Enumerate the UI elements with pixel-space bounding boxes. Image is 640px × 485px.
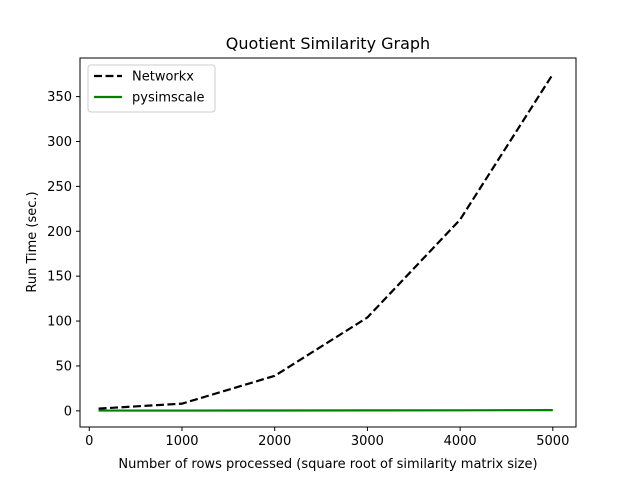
y-tick-label: 250 xyxy=(47,180,72,195)
axis-ticks: 0 1000 2000 3000 4000 5000 0 50 100 150 200 250 300 3… xyxy=(47,90,569,449)
axes-frame xyxy=(80,58,576,427)
y-tick-label: 100 xyxy=(47,315,72,330)
x-axis-label: Number of rows processed (square root of… xyxy=(118,457,537,472)
chart-title: Quotient Similarity Graph xyxy=(226,34,430,53)
legend: Networkx pysimscale xyxy=(88,65,215,112)
series-line-networkx xyxy=(99,74,553,408)
legend-label-pysimscale: pysimscale xyxy=(132,91,205,106)
y-tick-label: 0 xyxy=(64,404,72,419)
y-tick-label: 350 xyxy=(47,90,72,105)
y-axis-label: Run Time (sec.) xyxy=(25,191,40,292)
x-tick-label: 0 xyxy=(85,434,93,449)
legend-label-networkx: Networkx xyxy=(132,70,194,85)
x-tick-label: 1000 xyxy=(165,434,198,449)
y-tick-label: 150 xyxy=(47,270,72,285)
x-tick-label: 3000 xyxy=(351,434,384,449)
x-tick-label: 5000 xyxy=(536,434,569,449)
plot-area xyxy=(99,74,553,410)
y-tick-label: 50 xyxy=(55,359,72,374)
y-tick-label: 200 xyxy=(47,225,72,240)
x-tick-label: 2000 xyxy=(258,434,291,449)
x-tick-label: 4000 xyxy=(444,434,477,449)
y-tick-label: 300 xyxy=(47,135,72,150)
